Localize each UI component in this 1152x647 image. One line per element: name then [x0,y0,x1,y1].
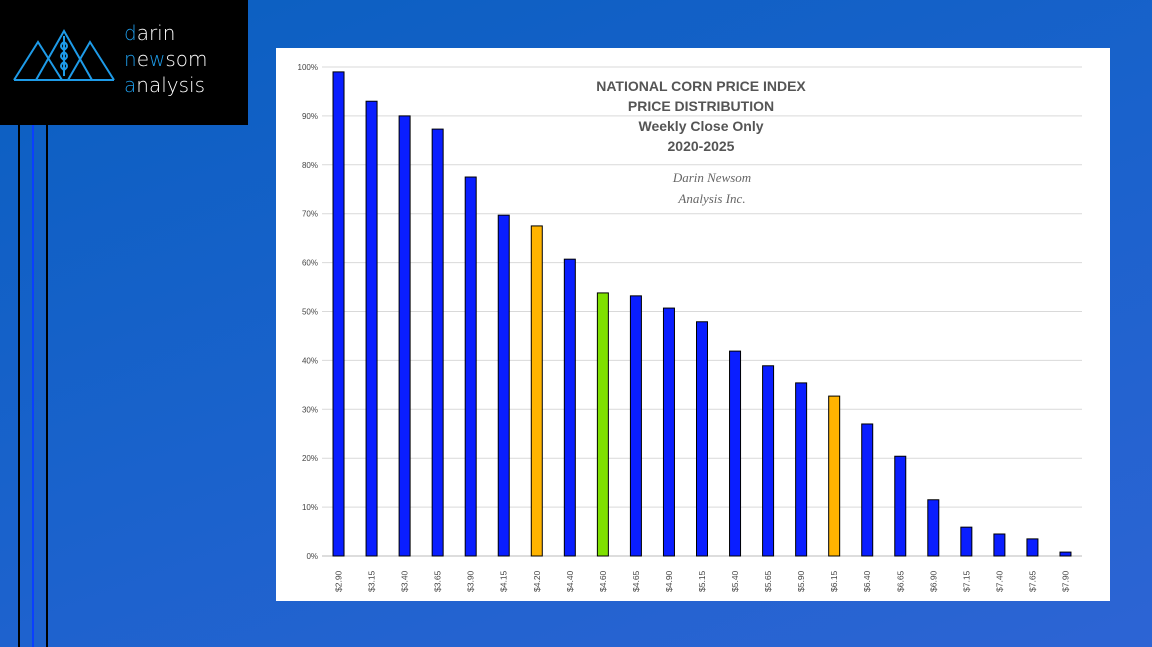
y-tick-label: 30% [302,405,318,414]
x-tick-label: $3.40 [400,570,410,592]
y-tick-label: 70% [302,210,318,219]
chart: 0% 10% 20% 30% 40% 50% 60% 70% 80% 90% 100% $2.90 $3… [298,63,1082,592]
bar [927,499,940,557]
bar [861,423,874,557]
bar [431,128,444,557]
y-tick-label: 0% [306,552,318,561]
x-tick-label: $7.90 [1060,570,1070,592]
x-tick-label: $5.65 [763,570,773,592]
watermark: Darin Newsom [672,170,751,185]
x-tick-label: $5.15 [697,570,707,592]
y-tick-label: 90% [302,112,318,121]
decor-line [18,125,20,647]
bar [795,382,808,557]
x-tick-label: $6.90 [928,570,938,592]
bar [1026,538,1039,557]
chart-title: PRICE DISTRIBUTION [628,98,774,114]
x-tick-label: $3.15 [367,570,377,592]
x-tick-label: $7.65 [1027,570,1037,592]
bar [894,455,907,557]
bar [960,526,973,557]
x-tick-label: $4.60 [598,570,608,592]
chart-title: Weekly Close Only [638,118,763,134]
y-tick-label: 60% [302,259,318,268]
y-tick-label: 80% [302,161,318,170]
logo: darin newsom analysis [0,0,248,125]
x-tick-label: $4.40 [565,570,575,592]
chart-title: 2020-2025 [668,138,735,154]
x-tick-label: $5.90 [796,570,806,592]
x-tick-label: $4.65 [631,570,641,592]
bar [497,214,510,557]
x-tick-label: $2.90 [334,570,344,592]
bar [629,295,642,557]
bar [464,176,477,557]
bar [762,365,775,557]
chart-title: NATIONAL CORN PRICE INDEX [596,78,806,94]
y-tick-label: 100% [298,63,318,72]
watermark: Analysis Inc. [677,191,745,206]
decor-line [46,125,48,647]
bar [332,71,345,557]
y-tick-label: 10% [302,503,318,512]
x-tick-label: $3.90 [466,570,476,592]
x-tick-label: $3.65 [433,570,443,592]
x-tick-label: $4.15 [499,570,509,592]
chart-card: 0% 10% 20% 30% 40% 50% 60% 70% 80% 90% 100% $2.90 $3… [276,48,1110,601]
bar [662,307,675,557]
x-tick-label: $6.15 [829,570,839,592]
logo-text: darin newsom analysis [124,21,208,97]
mountain-wheat-icon [13,28,115,81]
x-tick-label: $6.65 [895,570,905,592]
bar [365,100,378,557]
x-tick-label: $7.15 [961,570,971,592]
bar [828,395,841,557]
y-tick-label: 40% [302,356,318,365]
x-tick-label: $4.20 [532,570,542,592]
x-tick-label: $4.90 [664,570,674,592]
bar [729,350,742,557]
bar [530,225,543,557]
bar [696,321,708,557]
y-tick-label: 50% [302,308,318,317]
bar [563,258,576,557]
bar [1059,551,1072,557]
bar [993,533,1006,557]
x-tick-label: $6.40 [862,570,872,592]
x-tick-label: $7.40 [994,570,1004,592]
y-tick-label: 20% [302,454,318,463]
x-tick-label: $5.40 [730,570,740,592]
bar [398,115,411,557]
decor-line [32,125,34,647]
bar [596,292,609,557]
